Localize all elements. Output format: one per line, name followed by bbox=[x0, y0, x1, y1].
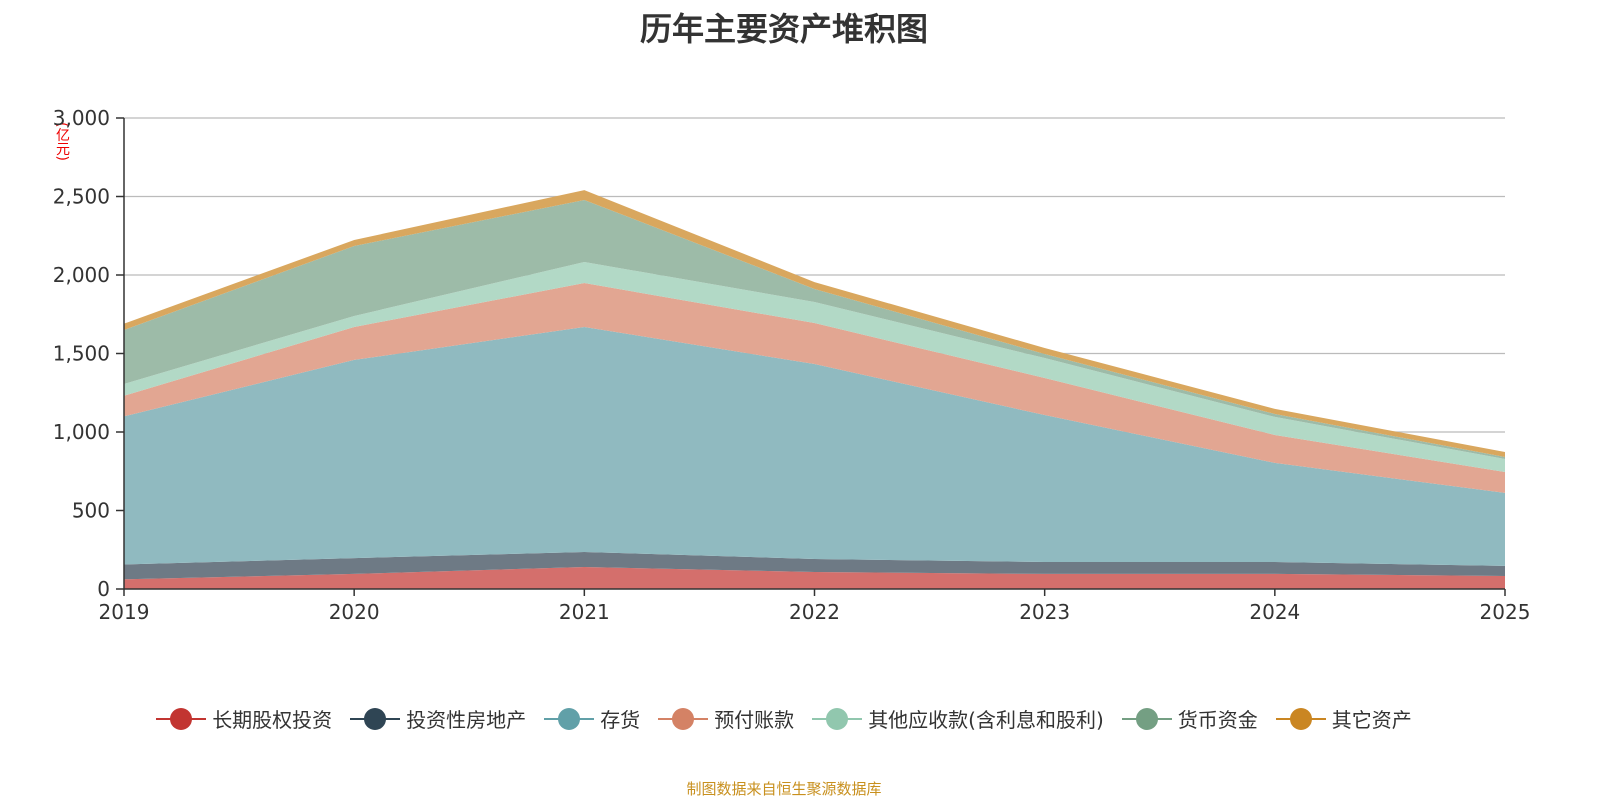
x-tick-label: 2020 bbox=[329, 600, 380, 624]
legend-marker-icon bbox=[1275, 707, 1326, 731]
y-tick-label: 1,500 bbox=[53, 342, 110, 366]
x-tick-label: 2025 bbox=[1480, 600, 1531, 624]
legend-item[interactable]: 投资性房地产 bbox=[350, 704, 526, 733]
plot-area: 0 500 1,000 1,500 2,000 2,500 3,000 2019 2020 202… bbox=[53, 106, 1531, 624]
legend-item[interactable]: 预付账款 bbox=[658, 704, 794, 733]
y-tick-label: 0 bbox=[97, 577, 110, 601]
legend-item[interactable]: 其他应收款(含利息和股利) bbox=[812, 704, 1104, 733]
area-其他应收款(含利息和股利) bbox=[124, 261, 1505, 473]
y-tick-label: 2,500 bbox=[53, 185, 110, 209]
x-tick-label: 2023 bbox=[1019, 600, 1070, 624]
y-tick-label: 500 bbox=[72, 499, 110, 523]
chart-title: 历年主要资产堆积图 bbox=[639, 10, 928, 48]
legend-marker-icon bbox=[544, 707, 595, 731]
legend-label: 长期股权投资 bbox=[212, 708, 333, 732]
legend: 长期股权投资 投资性房地产 存货 预付账款 其他应收款(含利息和股利) 货币资金 其它资产 bbox=[0, 704, 1568, 733]
legend-label: 货币资金 bbox=[1177, 708, 1258, 732]
area-投资性房地产 bbox=[124, 551, 1505, 580]
area-货币资金 bbox=[124, 199, 1505, 460]
legend-marker-icon bbox=[350, 707, 401, 731]
x-tick-label: 2021 bbox=[559, 600, 610, 624]
legend-label: 预付账款 bbox=[714, 708, 795, 732]
legend-label: 其它资产 bbox=[1331, 708, 1412, 732]
legend-marker-icon bbox=[1121, 707, 1172, 731]
x-tick-label: 2024 bbox=[1249, 600, 1300, 624]
legend-label: 投资性房地产 bbox=[406, 708, 527, 732]
legend-item[interactable]: 存货 bbox=[544, 704, 640, 733]
legend-item[interactable]: 长期股权投资 bbox=[156, 704, 332, 733]
area-存货 bbox=[124, 326, 1505, 566]
legend-marker-icon bbox=[658, 707, 709, 731]
data-source-note: 制图数据来自恒生聚源数据库 bbox=[686, 780, 882, 798]
x-tick-label: 2019 bbox=[99, 600, 150, 624]
legend-item[interactable]: 货币资金 bbox=[1121, 704, 1258, 733]
y-tick-label: 2,000 bbox=[53, 263, 110, 287]
legend-marker-icon bbox=[812, 707, 863, 731]
y-tick-label: 3,000 bbox=[53, 106, 110, 130]
x-tick-label: 2022 bbox=[789, 600, 840, 624]
y-axis-unit-label: (亿元) bbox=[54, 122, 70, 161]
area-其它资产 bbox=[124, 190, 1505, 457]
area-长期股权投资 bbox=[124, 567, 1505, 589]
area-预付账款 bbox=[124, 283, 1505, 493]
legend-label: 存货 bbox=[600, 708, 641, 732]
legend-marker-icon bbox=[156, 707, 207, 731]
legend-label: 其他应收款(含利息和股利) bbox=[868, 708, 1104, 732]
legend-item[interactable]: 其它资产 bbox=[1275, 704, 1412, 733]
y-tick-label: 1,000 bbox=[53, 420, 110, 444]
